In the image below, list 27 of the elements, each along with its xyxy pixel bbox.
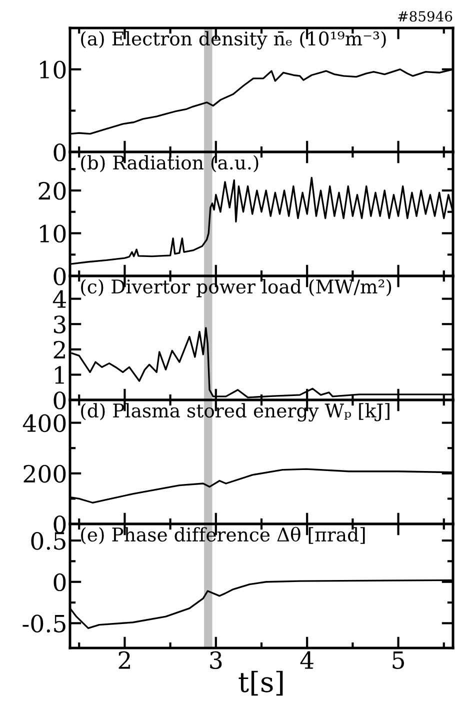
y-tick-label: 10	[40, 60, 66, 79]
y-tick-label: -0.5	[22, 614, 66, 633]
y-tick-label: 2	[54, 340, 65, 358]
y-tick-label: 1	[55, 366, 64, 384]
y-tick-label: 400	[22, 414, 66, 432]
x-tick-label: 4	[300, 651, 314, 669]
y-tick-label: 0	[54, 573, 66, 592]
y-tick-label: 10	[40, 224, 66, 243]
y-tick-label: 3	[54, 316, 66, 334]
y-tick-label: 20	[38, 182, 66, 200]
chart-title: (d) Plasma stored energy Wₚ [kJ]	[81, 403, 390, 422]
y-tick-label: 0	[54, 391, 66, 410]
chart-title: (e) Phase difference Δθ [πrad]	[81, 526, 365, 544]
text: #85946	[398, 11, 452, 22]
x-axis-title: t[s]	[238, 670, 283, 696]
chart-title: (c) Divertor power load (MW/m²)	[81, 279, 392, 298]
y-tick-label: 0.5	[31, 532, 66, 550]
y-tick-label: 0	[54, 267, 66, 286]
y-tick-label: 200	[24, 464, 66, 483]
chart-title: (a) Electron density n̄ₑ (10¹⁹m⁻³)	[81, 31, 386, 50]
y-tick-label: 0	[54, 515, 66, 534]
x-tick-label: 5	[392, 652, 404, 670]
chart-title: (b) Radiation (a.u.)	[81, 155, 258, 172]
y-tick-label: 0	[54, 143, 66, 162]
x-tick-label: 2	[118, 651, 130, 669]
y-tick-label: 4	[52, 290, 66, 308]
x-tick-label: 3	[210, 651, 222, 670]
